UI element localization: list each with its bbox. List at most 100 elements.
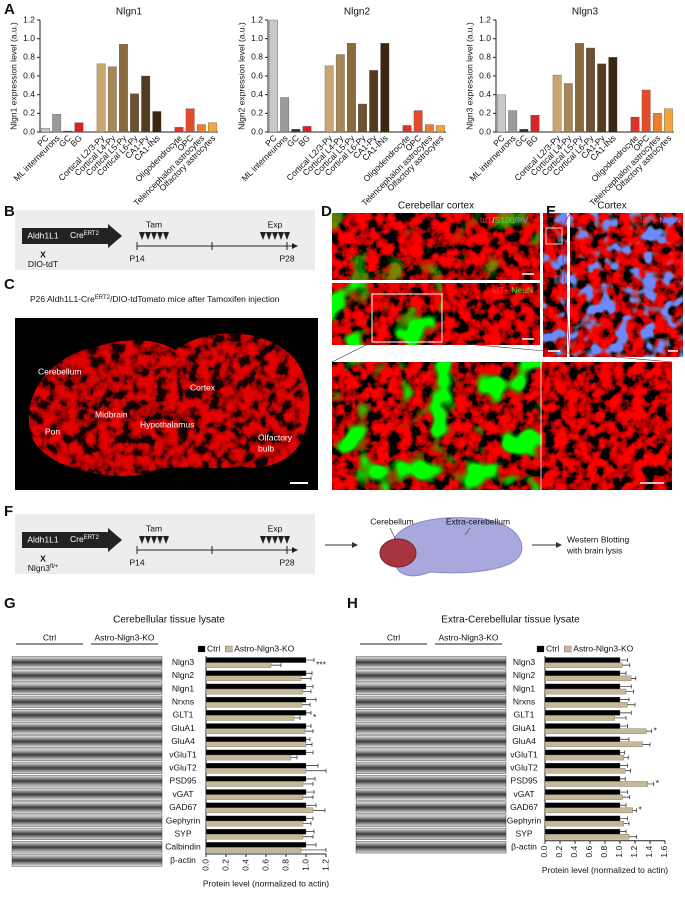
bar: [205, 802, 307, 808]
row-label: SYP: [515, 828, 532, 838]
region-label: Cerebellum: [38, 366, 81, 376]
error-bar: [301, 676, 312, 681]
row-label: Nlgn2: [172, 670, 194, 680]
x-axis-label: Protein level (normalized to actin): [203, 878, 329, 888]
experiment-marker: [266, 232, 272, 240]
y-tick-label: 1.0: [251, 33, 263, 43]
blot-strip: [355, 827, 507, 840]
injection-marker: [157, 536, 163, 544]
caption: P26 Aldh1L1-CreERT2/DIO-tdTomato mice af…: [30, 294, 280, 304]
arrowhead: [352, 542, 358, 548]
x-tick-label: 0.4: [569, 846, 579, 858]
stain: NeuN: [659, 215, 681, 225]
bar: [205, 688, 304, 695]
x-axis-label: Protein level (normalized to actin): [542, 865, 668, 875]
bar: [205, 789, 307, 795]
cre-arrow: [64, 224, 122, 248]
blot-strip: [11, 775, 163, 788]
bar: [436, 125, 445, 133]
bar: [519, 129, 529, 133]
blot-strip: [11, 801, 163, 814]
blot-strip: [11, 761, 163, 774]
timeline-arrow: [292, 547, 298, 553]
experiment-marker: [266, 536, 272, 544]
row-label: GluA4: [512, 736, 536, 746]
row-label: Calbindin: [165, 842, 201, 852]
bar: [205, 728, 306, 734]
legend-swatch: [564, 645, 572, 653]
bar: [205, 710, 307, 716]
bar: [544, 794, 623, 800]
significance-label: *: [313, 712, 317, 722]
experiment-marker: [260, 536, 266, 544]
panel-label: G: [4, 595, 16, 612]
x-tick-label: 0.6: [584, 846, 594, 858]
bar: [380, 43, 390, 133]
error-bar: [631, 676, 637, 681]
bar: [544, 768, 626, 774]
bar: [544, 834, 630, 840]
bar: [358, 103, 367, 133]
y-tick-label: 0.2: [23, 108, 35, 118]
gene-label: Aldh1L1: [27, 534, 58, 544]
error-bar: [620, 776, 626, 781]
error-bar: [306, 842, 317, 847]
error-bar: [306, 710, 312, 715]
error-bar: [620, 697, 630, 702]
bar: [205, 794, 304, 800]
significance-label: *: [654, 725, 658, 735]
zoom-line: [331, 341, 373, 363]
error-bar: [306, 750, 314, 755]
gene-box: [22, 228, 64, 244]
stain: tdT+: [640, 215, 657, 225]
brain-texture: [28, 333, 310, 477]
stain-legend: tdT+ NeuN: [640, 215, 681, 225]
gene-box: [22, 532, 64, 548]
y-tick-label: 1.0: [23, 33, 35, 43]
y-tick-label: 0.6: [251, 70, 263, 80]
cross: X: [40, 249, 46, 259]
row-label: vGAT: [172, 789, 193, 799]
x-tick-label: 1.0: [614, 846, 624, 858]
region-label: Cerebellum: [370, 516, 413, 526]
error-bar: [626, 689, 634, 694]
bar: [544, 741, 643, 748]
error-bar: [620, 829, 627, 834]
inset-box: [371, 293, 443, 343]
blot-strip: [355, 814, 507, 827]
bar: [41, 128, 50, 133]
bar: [652, 113, 662, 133]
bar: [544, 820, 624, 827]
bar: [205, 842, 307, 848]
bar: [544, 736, 621, 742]
row-label: Gephyrin: [166, 815, 201, 825]
row-label: GluA1: [171, 723, 195, 733]
method-label: with brain lysis: [566, 545, 622, 555]
error-bar: [646, 729, 652, 734]
blot-strip: [11, 709, 163, 722]
error-bar: [306, 684, 314, 689]
bar: [552, 74, 562, 133]
error-bar: [620, 803, 627, 808]
y-tick-label: 0.8: [251, 52, 263, 62]
blot-strip: [11, 854, 163, 867]
bar: [96, 63, 106, 133]
error-bar: [306, 724, 312, 729]
panel-label: E: [546, 203, 556, 220]
error-bar: [306, 790, 315, 795]
endpoint-label: Exp: [268, 523, 283, 533]
row-label: Nlgn3: [172, 657, 194, 667]
blot-strip: [355, 682, 507, 695]
stain-legend: tdT+ NeuN: [492, 285, 533, 295]
cre-label: CreERT2: [70, 534, 100, 544]
error-bar: [306, 803, 317, 808]
partner-text: DIO-tdT: [28, 259, 58, 269]
injection-marker: [139, 232, 145, 240]
image-green: [332, 283, 442, 345]
partner-label: DIO-tdT: [28, 259, 58, 269]
significance-label: *: [656, 778, 660, 788]
region-label: Cortex: [190, 382, 216, 392]
x-tick-label: 0.2: [220, 859, 230, 871]
row-label: β-actin: [170, 855, 196, 865]
region-label: Hypothalamus: [140, 419, 194, 429]
